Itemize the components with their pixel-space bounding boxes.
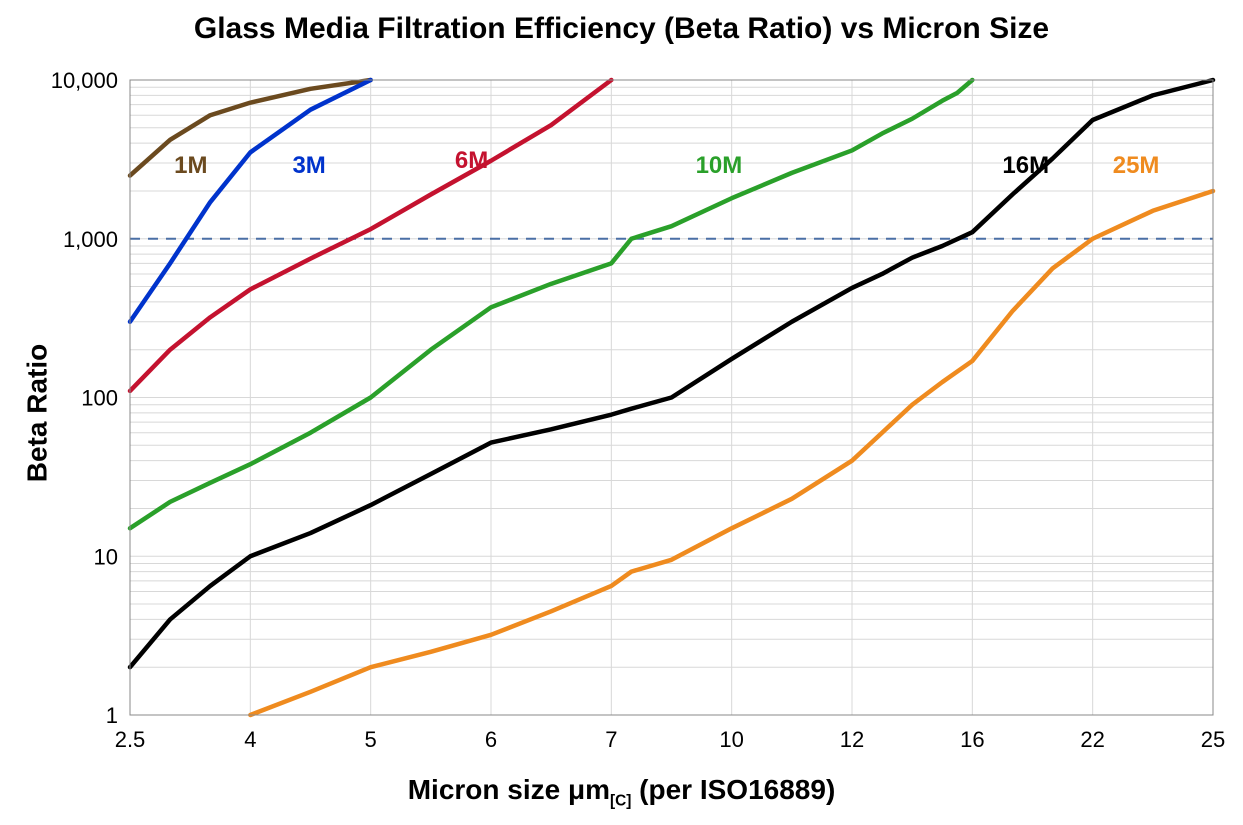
x-tick-label: 25 [1201, 727, 1225, 752]
x-tick-label: 22 [1080, 727, 1104, 752]
chart-container: Glass Media Filtration Efficiency (Beta … [0, 0, 1243, 825]
series-label-1m: 1M [174, 152, 207, 179]
series-label-3m: 3M [292, 152, 325, 179]
series-label-6m: 6M [455, 147, 488, 174]
x-tick-label: 4 [244, 727, 256, 752]
y-tick-label: 10,000 [51, 68, 118, 93]
plot-svg: 2.5 4 5 6 7 10 12 16 22 25 1 10 100 1,000 10,000 1M 3M 6M… [0, 0, 1243, 825]
y-tick-label: 10 [94, 544, 118, 569]
x-tick-label: 2.5 [115, 727, 146, 752]
series-label-16m: 16M [1002, 152, 1049, 179]
x-tick-label: 10 [719, 727, 743, 752]
series-label-25m: 25M [1113, 152, 1160, 179]
y-tick-label: 1,000 [63, 227, 118, 252]
x-tick-label: 7 [605, 727, 617, 752]
series-label-10m: 10M [696, 152, 743, 179]
y-tick-label: 1 [106, 703, 118, 728]
x-tick-label: 16 [960, 727, 984, 752]
x-tick-label: 12 [840, 727, 864, 752]
x-tick-label: 6 [485, 727, 497, 752]
x-tick-label: 5 [365, 727, 377, 752]
y-tick-label: 100 [81, 386, 118, 411]
